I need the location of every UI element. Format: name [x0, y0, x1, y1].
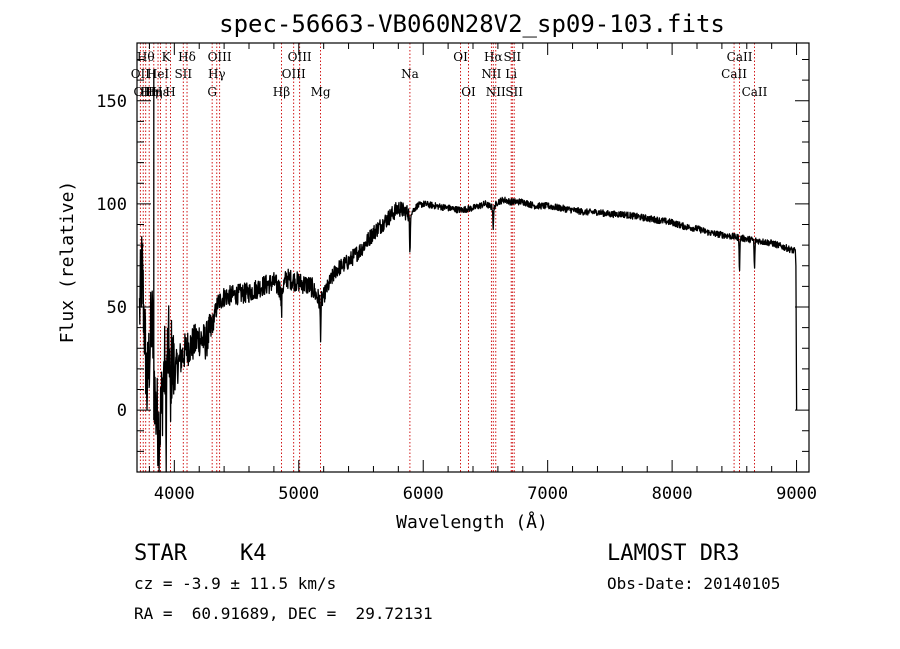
line-label-20: OI [461, 85, 476, 99]
line-label-23: NII [486, 85, 506, 99]
x-tick-label-4: 8000 [652, 484, 693, 504]
object-class: STAR [134, 541, 188, 566]
coordinates: RA = 60.91689, DEC = 29.72131 [134, 604, 433, 623]
line-label-5: HeI [147, 67, 170, 81]
y-tick-label-2: 100 [96, 195, 127, 215]
x-tick-label-1: 5000 [278, 484, 319, 504]
line-label-19: OI [453, 50, 468, 64]
line-label-21: NII [481, 67, 501, 81]
axis-ticks [137, 43, 809, 472]
line-label-1: OII [134, 85, 154, 99]
object-subclass: K4 [240, 541, 267, 566]
observation-date: Obs-Date: 20140105 [607, 574, 780, 593]
x-tick-label-2: 6000 [403, 484, 444, 504]
line-label-10: Hδ [178, 50, 196, 64]
line-label-9: SII [174, 67, 192, 81]
plot-frame [136, 42, 810, 473]
survey-name: LAMOST DR3 [607, 541, 739, 566]
line-label-24: Li [505, 67, 517, 81]
line-label-25: SII [503, 50, 521, 64]
line-label-0: OII [131, 67, 151, 81]
line-label-16: OIII [288, 50, 312, 64]
x-tick-label-5: 9000 [776, 484, 817, 504]
x-tick-label-3: 7000 [527, 484, 568, 504]
chart-title: spec-56663-VB060N28V2_sp09-103.fits [219, 10, 725, 38]
line-label-2: Hθ [137, 50, 155, 64]
line-label-13: OIII [208, 50, 232, 64]
y-axis-label: Flux (relative) [57, 181, 78, 344]
line-label-12: Hγ [208, 67, 226, 81]
line-label-11: G [207, 85, 217, 99]
line-label-22: Hα [484, 50, 503, 64]
spectrum-line [138, 69, 798, 473]
y-tick-label-0: 0 [117, 401, 127, 421]
line-label-18: Na [401, 67, 419, 81]
x-tick-label-0: 4000 [154, 484, 195, 504]
line-label-6: Hε [152, 85, 169, 99]
y-tick-labels: 0 50 100 150 [96, 92, 127, 421]
spectral-line-markers [139, 43, 755, 472]
x-tick-labels: 4000 5000 6000 7000 8000 9000 [154, 484, 817, 504]
line-label-14: Hβ [273, 85, 290, 99]
line-label-27: CaII [721, 67, 747, 81]
line-label-29: CaII [742, 85, 768, 99]
line-label-17: Mg [311, 85, 331, 99]
line-label-7: K [162, 50, 172, 64]
spectral-line-labels: OIIOIIHθHηHηHeIHεKHSIIHδGHγOIIIHβOIIIOII… [131, 50, 768, 99]
x-axis-label: Wavelength (Å) [396, 511, 548, 533]
line-label-15: OIII [282, 67, 306, 81]
y-tick-label-3: 150 [96, 92, 127, 112]
line-label-8: H [165, 85, 175, 99]
line-label-28: CaII [727, 50, 753, 64]
line-label-26: SII [505, 85, 523, 99]
redshift-info: cz = -3.9 ± 11.5 km/s [134, 574, 336, 593]
y-tick-label-1: 50 [107, 298, 127, 318]
